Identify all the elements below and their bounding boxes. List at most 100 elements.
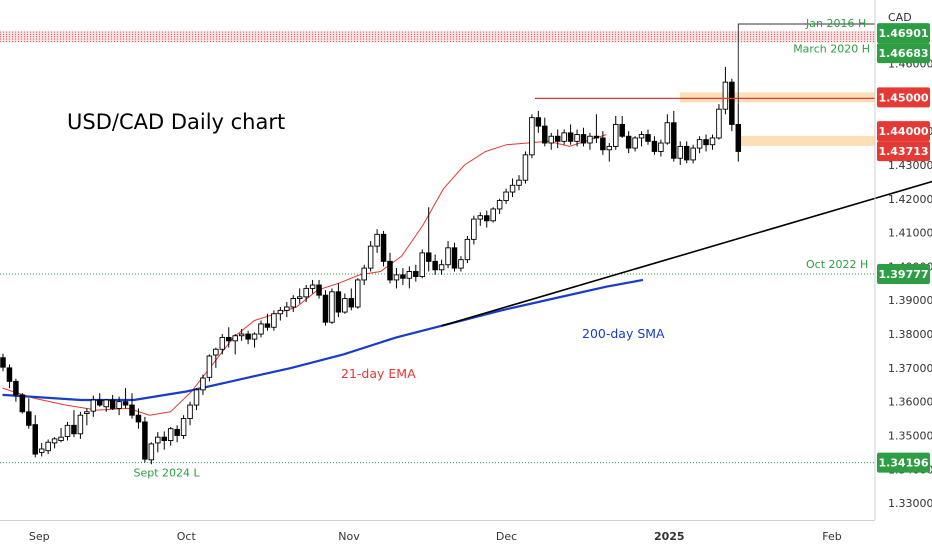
lines-layer	[441, 23, 932, 327]
candle-up	[561, 132, 567, 142]
y-tick-label: 1.37000	[888, 362, 932, 375]
candle-up	[187, 404, 193, 420]
price-tag-box	[877, 43, 930, 64]
ma-line-21-day-ema	[2, 134, 607, 416]
candle-up	[445, 247, 451, 266]
candle-down	[645, 134, 651, 142]
candle-up	[303, 287, 309, 298]
candle-up	[219, 336, 226, 350]
candle-up	[548, 135, 555, 144]
x-tick-label: Nov	[338, 530, 360, 543]
candle-down	[554, 135, 561, 142]
candle-down	[0, 357, 6, 368]
x-axis-ticks: SepOctNovDec2025FebMar	[29, 530, 842, 543]
candle-down	[387, 260, 393, 281]
candle-down	[600, 137, 606, 151]
candle-down	[129, 404, 135, 416]
x-tick-label: Feb	[822, 530, 841, 543]
y-tick-label: 1.38000	[888, 328, 932, 341]
price-tag-label: 1.46901	[878, 27, 928, 40]
candle-up	[722, 81, 729, 110]
price-tag-box	[877, 452, 930, 473]
price-tag-box	[877, 23, 930, 44]
candle-up	[367, 245, 374, 269]
candle-down	[651, 140, 658, 152]
last-bar-marker-line	[737, 23, 875, 121]
candle-up	[516, 179, 522, 186]
candle-up	[664, 122, 671, 144]
candle-up	[342, 298, 348, 313]
candle-down	[13, 380, 19, 396]
y-tick-label: 1.41000	[888, 227, 932, 240]
candle-up	[38, 448, 45, 453]
currency-label: CAD	[888, 11, 912, 24]
candle-down	[245, 333, 251, 340]
candle-up	[58, 436, 64, 441]
candle-up	[477, 215, 484, 220]
price-tag-label: 1.45000	[878, 91, 928, 104]
candle-down	[225, 336, 232, 342]
candle-up	[45, 441, 51, 452]
y-tick-label: 1.33000	[888, 497, 932, 510]
candle-up	[374, 233, 380, 247]
candle-up	[90, 399, 97, 412]
candle-up	[116, 401, 122, 409]
price-tags-layer: 1.46901 1.46683 1.45000 1.44000 1.43713 1.397…	[877, 23, 930, 473]
candle-down	[348, 298, 355, 308]
ascending-trendline	[441, 180, 932, 327]
candle-down	[683, 145, 690, 161]
candle-up	[438, 264, 445, 271]
candle-down	[71, 424, 77, 435]
candle-up	[716, 108, 722, 139]
resistance-zone-band	[740, 135, 875, 146]
y-tick-label: 1.36000	[888, 396, 932, 409]
moving-averages-layer	[2, 134, 644, 416]
candle-up	[658, 142, 664, 152]
candle-up	[613, 123, 619, 147]
candle-down	[542, 125, 548, 144]
candle-up	[606, 145, 613, 151]
candle-down	[6, 367, 13, 382]
candle-up	[587, 135, 593, 144]
candle-down	[593, 135, 600, 139]
candle-up	[529, 117, 535, 156]
candle-up	[200, 377, 206, 391]
candle-down	[161, 436, 167, 441]
candle-up	[574, 134, 580, 142]
candle-up	[238, 333, 245, 337]
candle-up	[632, 137, 638, 149]
candle-up	[290, 298, 297, 308]
candle-up	[509, 184, 516, 193]
price-tag-box	[877, 87, 930, 108]
price-tag-label: 1.43713	[878, 145, 928, 158]
candle-up	[206, 355, 213, 378]
candle-down	[26, 411, 32, 426]
candle-down	[484, 215, 490, 222]
zones-layer	[0, 31, 875, 146]
candle-down	[335, 291, 342, 313]
candle-down	[413, 271, 419, 278]
candle-up	[464, 238, 471, 261]
annotations-layer: Jan 2016 H March 2020 H Oct 2022 H Sept 202…	[134, 17, 870, 480]
candle-up	[490, 208, 496, 222]
price-tag-box	[877, 121, 930, 142]
candle-up	[167, 428, 174, 441]
candle-up	[296, 296, 303, 299]
y-tick-label: 1.39000	[888, 294, 932, 307]
candle-up	[64, 424, 71, 437]
price-tag-box	[877, 141, 930, 162]
candle-down	[122, 401, 129, 406]
candle-down	[174, 428, 180, 436]
historic-high-band	[0, 31, 875, 43]
candle-down	[96, 399, 103, 406]
candle-down	[135, 414, 142, 423]
candle-up	[258, 323, 264, 335]
candle-up	[103, 399, 109, 408]
level-annotation: Oct 2022 H	[806, 258, 868, 271]
candle-up	[361, 267, 367, 281]
candle-down	[535, 117, 542, 127]
candle-up	[309, 284, 316, 289]
price-tag-label: 1.39777	[878, 268, 928, 281]
